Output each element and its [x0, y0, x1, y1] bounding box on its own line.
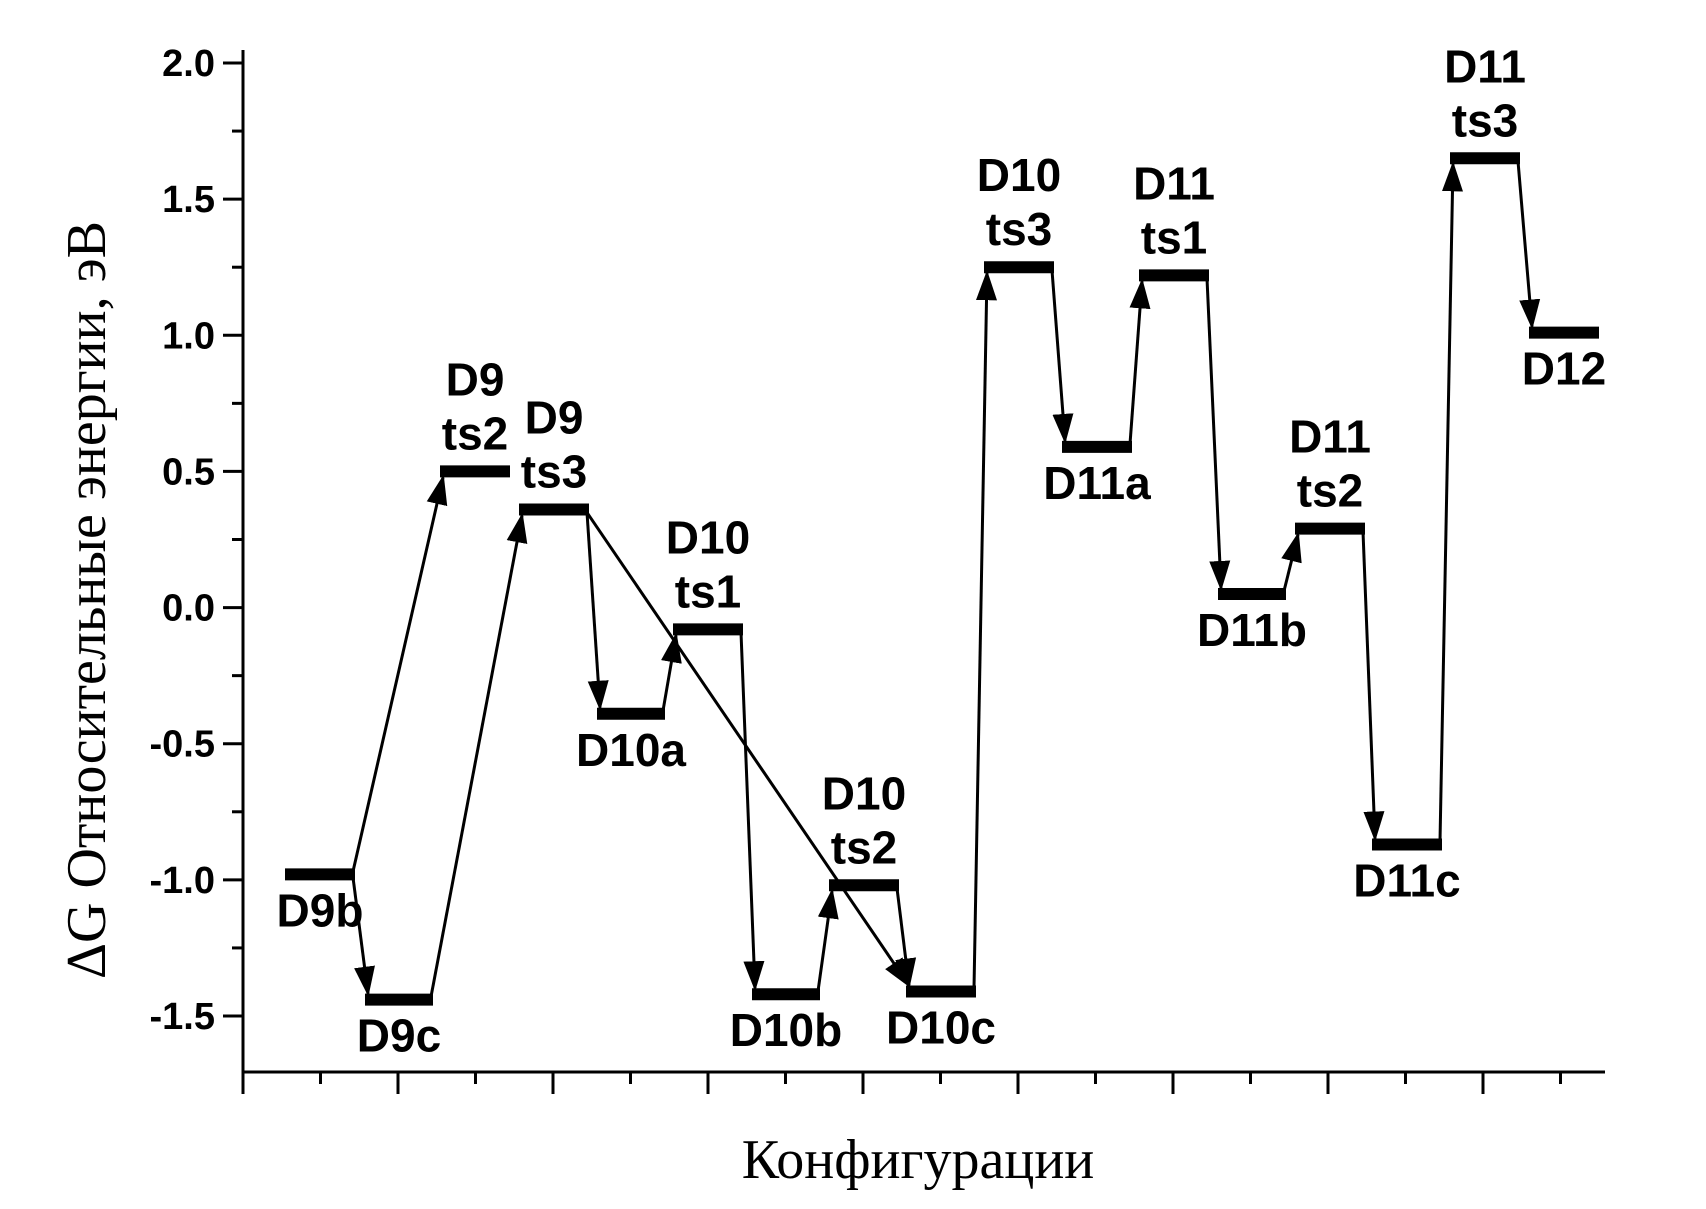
state-label-D10b: D10b — [730, 1004, 842, 1056]
state-label-D11ts3: D11 — [1444, 40, 1526, 92]
y-tick-label: -1.5 — [150, 996, 215, 1038]
state-label-D11ts2: ts2 — [1297, 465, 1363, 517]
transition-arrow-D9ts3-D10c — [585, 511, 911, 988]
state-label-D11b: D11b — [1197, 604, 1307, 656]
state-label-D11ts1: D11 — [1133, 157, 1215, 209]
state-label-D11ts1: ts1 — [1141, 211, 1207, 263]
transition-arrow-D9b-D9ts2 — [351, 474, 448, 872]
state-label-D10ts1: ts1 — [675, 565, 741, 617]
state-label-D9b: D9b — [277, 884, 364, 936]
y-tick-label: -0.5 — [150, 724, 215, 766]
y-tick-label: -1.0 — [150, 860, 215, 902]
y-tick-label: 0.0 — [162, 588, 215, 630]
transition-arrow-D9b-D9c — [351, 877, 375, 997]
state-label-D9ts3: D9 — [525, 392, 584, 444]
transition-arrow-D11a-D11ts1 — [1128, 278, 1151, 445]
axes — [241, 50, 1605, 1074]
state-label-D9ts2: D9 — [446, 353, 505, 405]
transition-arrow-D11b-D11ts2 — [1281, 531, 1302, 592]
state-label-D11ts3: ts3 — [1452, 94, 1518, 146]
state-label-D10ts3: D10 — [977, 149, 1061, 201]
state-label-D10a: D10a — [576, 724, 686, 776]
state-label-D10c: D10c — [886, 1001, 996, 1053]
transition-arrows — [351, 161, 1541, 997]
transition-arrow-D9c-D9ts3 — [429, 512, 528, 997]
state-label-D10ts3: ts3 — [986, 203, 1052, 255]
transition-arrow-D10c-D10ts3 — [972, 270, 998, 989]
transition-arrow-D10ts3-D11a — [1050, 270, 1074, 444]
state-label-D11a: D11a — [1043, 457, 1151, 509]
y-tick-label: 1.0 — [162, 315, 215, 357]
state-label-D10ts2: D10 — [822, 767, 906, 819]
transition-arrow-D11c-D11ts3 — [1438, 161, 1463, 842]
transition-arrow-D11ts1-D11b — [1205, 278, 1231, 591]
transition-arrow-D9ts3-D10a — [585, 512, 609, 711]
y-tick-label: 0.5 — [162, 451, 215, 493]
x-axis-title: Конфигурации — [742, 1129, 1095, 1191]
transition-arrow-D11ts3-D12 — [1516, 161, 1541, 330]
state-label-D11c: D11c — [1353, 854, 1460, 906]
transition-arrow-D10ts2-D10c — [895, 888, 917, 989]
y-tick-label: 2.0 — [162, 43, 215, 85]
energy-levels — [285, 152, 1599, 1006]
state-label-D11ts2: D11 — [1289, 411, 1371, 463]
y-axis-title: ΔG Относительные энергии, эВ — [56, 221, 118, 979]
transition-arrow-D10ts1-D10b — [739, 632, 765, 992]
transition-arrow-D11ts2-D11c — [1361, 531, 1385, 842]
transition-arrow-D10b-D10ts2 — [816, 888, 839, 992]
state-label-D10ts2: ts2 — [831, 821, 897, 873]
state-label-D12: D12 — [1522, 343, 1606, 395]
x-ticks — [241, 1072, 1562, 1094]
transition-arrow-D10a-D10ts1 — [661, 632, 682, 712]
state-label-D9ts2: ts2 — [442, 407, 508, 459]
state-label-D9ts3: ts3 — [521, 446, 587, 498]
state-label-D9c: D9c — [357, 1010, 441, 1062]
y-tick-label: 1.5 — [162, 179, 215, 221]
y-ticks: 2.0 1.5 1.0 0.5 0.0 -0.5 -1.0 -1.5 — [150, 43, 243, 1038]
state-label-D10ts1: D10 — [666, 511, 750, 563]
